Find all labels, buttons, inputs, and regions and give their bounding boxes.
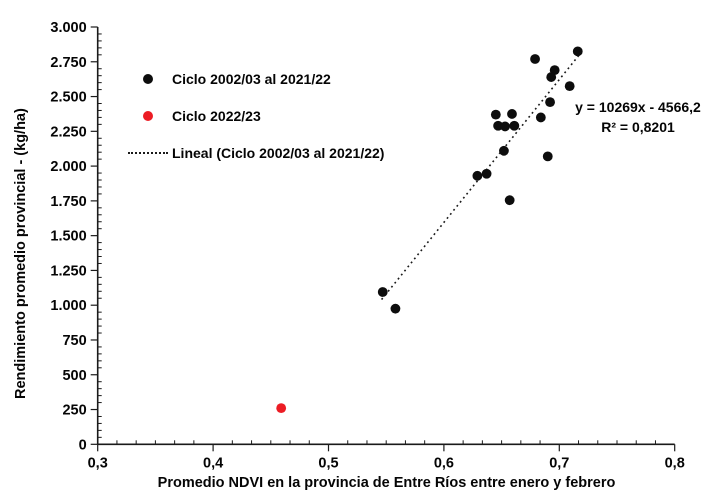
y-axis-title: Rendimiento promedio provincial - (kg/ha… — [13, 108, 29, 400]
data-point-historic — [530, 54, 540, 64]
y-tick-label: 2.750 — [50, 55, 86, 71]
x-tick-label: 0,3 — [88, 455, 108, 471]
data-point-historic — [542, 151, 553, 162]
y-tick-label: 1.250 — [50, 263, 86, 279]
data-point-historic — [545, 97, 555, 108]
x-tick-label: 0,8 — [665, 455, 685, 471]
y-tick-label: 250 — [62, 403, 86, 419]
data-point-historic — [507, 109, 517, 119]
data-point-historic — [535, 112, 546, 123]
x-tick-label: 0,5 — [318, 455, 338, 471]
legend-label: Ciclo 2002/03 al 2021/22 — [172, 70, 331, 87]
y-tick-label: 1.750 — [50, 194, 86, 210]
red-dot-marker-icon — [143, 110, 153, 121]
data-point-historic — [499, 145, 509, 156]
data-point-historic — [500, 121, 510, 132]
data-point-historic — [490, 109, 501, 120]
x-axis-title: Promedio NDVI en la provincia de Entre R… — [157, 475, 616, 491]
legend: Ciclo 2002/03 al 2021/22 Ciclo 2022/23 L… — [128, 70, 384, 161]
y-tick-label: 2.000 — [50, 159, 86, 175]
trendline — [380, 53, 581, 301]
data-point-historic — [509, 120, 520, 131]
data-point-historic — [481, 168, 492, 179]
x-tick-label: 0,6 — [434, 455, 454, 471]
x-tick-label: 0,4 — [203, 455, 223, 471]
legend-label: Lineal (Ciclo 2002/03 al 2021/22) — [172, 144, 385, 161]
y-tick-label: 500 — [62, 368, 86, 384]
y-tick-label: 1.000 — [50, 298, 86, 314]
trendline-equation: y = 10269x - 4566,2 R² = 0,8201 — [566, 97, 706, 137]
legend-label: Ciclo 2022/23 — [172, 107, 261, 124]
data-point-historic — [377, 287, 388, 297]
y-tick-label: 0 — [79, 437, 87, 453]
y-tick-label: 2.250 — [50, 124, 86, 140]
y-tick-label: 3.000 — [50, 20, 86, 36]
legend-item-trendline: Lineal (Ciclo 2002/03 al 2021/22) — [128, 144, 384, 161]
dotted-line-marker-icon — [128, 151, 168, 154]
y-tick-label: 2.500 — [50, 90, 86, 106]
r-squared-text: R² = 0,8201 — [601, 119, 675, 135]
y-tick-label: 1.500 — [50, 229, 86, 245]
data-point-historic — [564, 81, 575, 92]
x-tick-label: 0,7 — [549, 455, 569, 471]
data-point-historic — [504, 195, 515, 206]
data-point-historic — [546, 72, 557, 82]
legend-item-ciclo-actual: Ciclo 2022/23 — [128, 107, 384, 124]
data-point-current — [276, 403, 287, 414]
data-point-historic — [390, 303, 401, 314]
equation-text: y = 10269x - 4566,2 — [575, 99, 701, 115]
black-dot-marker-icon — [143, 73, 153, 84]
y-tick-label: 750 — [62, 333, 86, 349]
data-point-historic — [472, 170, 483, 181]
legend-item-ciclo-historico: Ciclo 2002/03 al 2021/22 — [128, 70, 384, 87]
data-point-historic — [572, 46, 583, 57]
